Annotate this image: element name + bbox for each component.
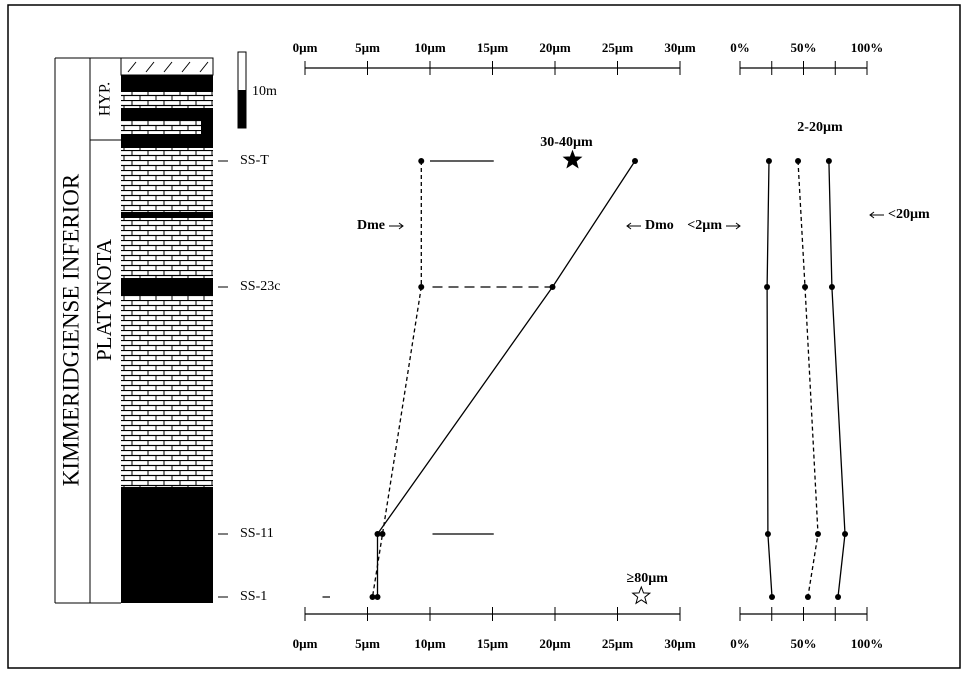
label-arrow	[389, 223, 403, 229]
x-tick-label: 0µm	[293, 636, 318, 651]
data-point	[375, 594, 381, 600]
data-point	[829, 284, 835, 290]
x-tick-label: 5µm	[355, 636, 380, 651]
zone-label: PLATYNOTA	[92, 238, 116, 361]
data-point	[632, 158, 638, 164]
data-point	[765, 531, 771, 537]
series-label: 2-20µm	[797, 120, 843, 135]
label-arrow	[870, 212, 884, 218]
lithology-column	[121, 58, 213, 603]
x-tick-label: 20µm	[539, 40, 570, 55]
data-point	[418, 158, 424, 164]
data-point	[815, 531, 821, 537]
label-arrow	[627, 223, 641, 229]
x-tick-label: 25µm	[602, 636, 633, 651]
subzone-label: HYP.	[97, 82, 114, 116]
x-tick-label: 10µm	[414, 636, 445, 651]
series-label: Dmo	[645, 218, 674, 233]
x-tick-label: 5µm	[355, 40, 380, 55]
series-line	[829, 161, 845, 597]
scale-bar	[238, 52, 246, 128]
x-tick-label: 15µm	[477, 40, 508, 55]
series-label: <20µm	[888, 207, 930, 222]
x-tick-label: 15µm	[477, 636, 508, 651]
data-point	[795, 158, 801, 164]
star-marker	[564, 151, 581, 167]
series-label: Dme	[357, 218, 385, 233]
x-tick-label: 0%	[730, 40, 750, 55]
x-tick-label: 0%	[730, 636, 750, 651]
x-tick-label: 10µm	[414, 40, 445, 55]
annotation: 30-40µm	[540, 135, 593, 150]
sample-label: SS-23c	[240, 279, 280, 294]
data-point	[802, 284, 808, 290]
sample-label: SS-1	[240, 589, 267, 604]
data-point	[418, 284, 424, 290]
sample-label: SS-T	[240, 153, 269, 168]
data-point	[550, 284, 556, 290]
data-point	[826, 158, 832, 164]
x-tick-label: 0µm	[293, 40, 318, 55]
data-point	[835, 594, 841, 600]
series-line	[378, 161, 636, 597]
star-marker	[633, 587, 650, 603]
x-tick-label: 20µm	[539, 636, 570, 651]
data-point	[769, 594, 775, 600]
x-tick-label: 50%	[791, 636, 817, 651]
series-label: <2µm	[687, 218, 722, 233]
series-line	[798, 161, 818, 597]
x-tick-label: 100%	[851, 40, 884, 55]
data-point	[764, 284, 770, 290]
x-tick-label: 25µm	[602, 40, 633, 55]
label-arrow	[726, 223, 740, 229]
data-point	[375, 531, 381, 537]
x-tick-label: 50%	[791, 40, 817, 55]
sample-label: SS-11	[240, 526, 274, 541]
scale-label: 10m	[252, 84, 277, 99]
data-point	[805, 594, 811, 600]
data-point	[766, 158, 772, 164]
x-tick-label: 30µm	[664, 636, 695, 651]
data-point	[842, 531, 848, 537]
annotation: ≥80µm	[627, 571, 669, 586]
x-tick-label: 30µm	[664, 40, 695, 55]
figure: KIMMERIDGIENSE INFERIOR PLATYNOTA HYP. 1…	[0, 0, 966, 675]
stage-label: KIMMERIDGIENSE INFERIOR	[58, 173, 83, 486]
x-tick-label: 100%	[851, 636, 884, 651]
